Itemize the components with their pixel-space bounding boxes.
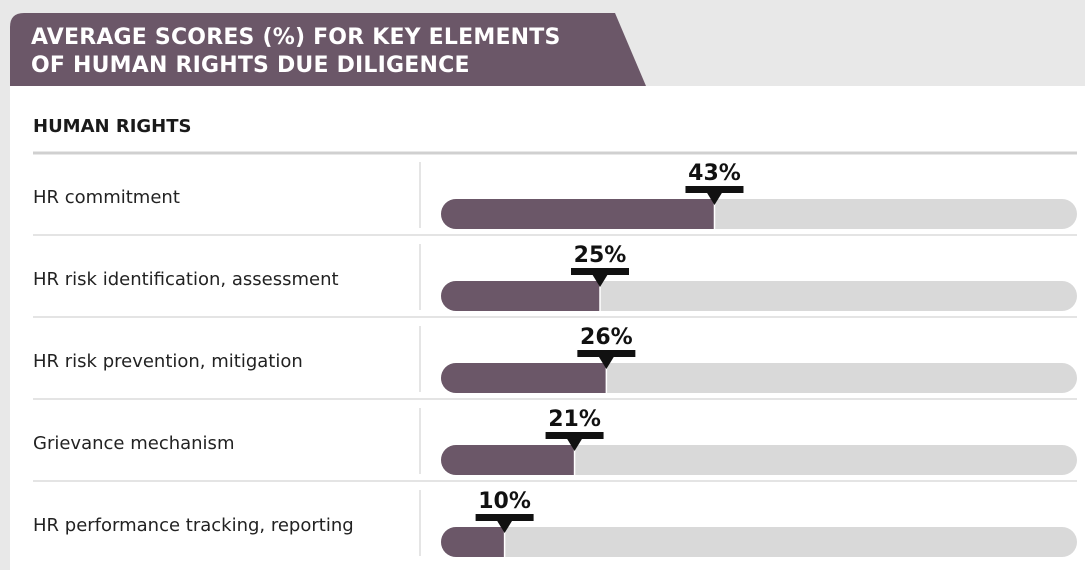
bar <box>441 281 600 311</box>
label-pointer <box>496 520 513 533</box>
value-label: 43% <box>688 161 741 186</box>
value-label: 26% <box>580 325 633 350</box>
label-pointer <box>706 192 723 205</box>
chart-title: AVERAGE SCORES (%) FOR KEY ELEMENTS OF H… <box>31 25 561 78</box>
category-label: HR risk prevention, mitigation <box>33 351 303 372</box>
bar-track <box>441 527 1077 557</box>
value-label: 10% <box>478 489 531 514</box>
category-label: HR performance tracking, reporting <box>33 515 354 536</box>
bar-track <box>441 445 1077 475</box>
label-underline <box>545 432 604 439</box>
category-label: HR commitment <box>33 187 180 208</box>
bar <box>441 199 715 229</box>
category-label: Grievance mechanism <box>33 433 234 454</box>
value-label: 25% <box>574 243 627 268</box>
title-tab <box>10 13 646 86</box>
bar <box>441 363 607 393</box>
label-underline <box>685 186 744 193</box>
label-pointer <box>592 274 608 287</box>
label-underline <box>571 268 629 275</box>
label-pointer <box>598 356 615 369</box>
label-underline <box>577 350 636 357</box>
panel <box>10 86 1085 570</box>
bar <box>441 527 505 557</box>
value-label: 21% <box>548 407 601 432</box>
category-label: HR risk identification, assessment <box>33 269 339 290</box>
label-pointer <box>566 438 583 451</box>
bar <box>441 445 575 475</box>
section-title: HUMAN RIGHTS <box>33 116 192 137</box>
label-underline <box>475 514 534 521</box>
